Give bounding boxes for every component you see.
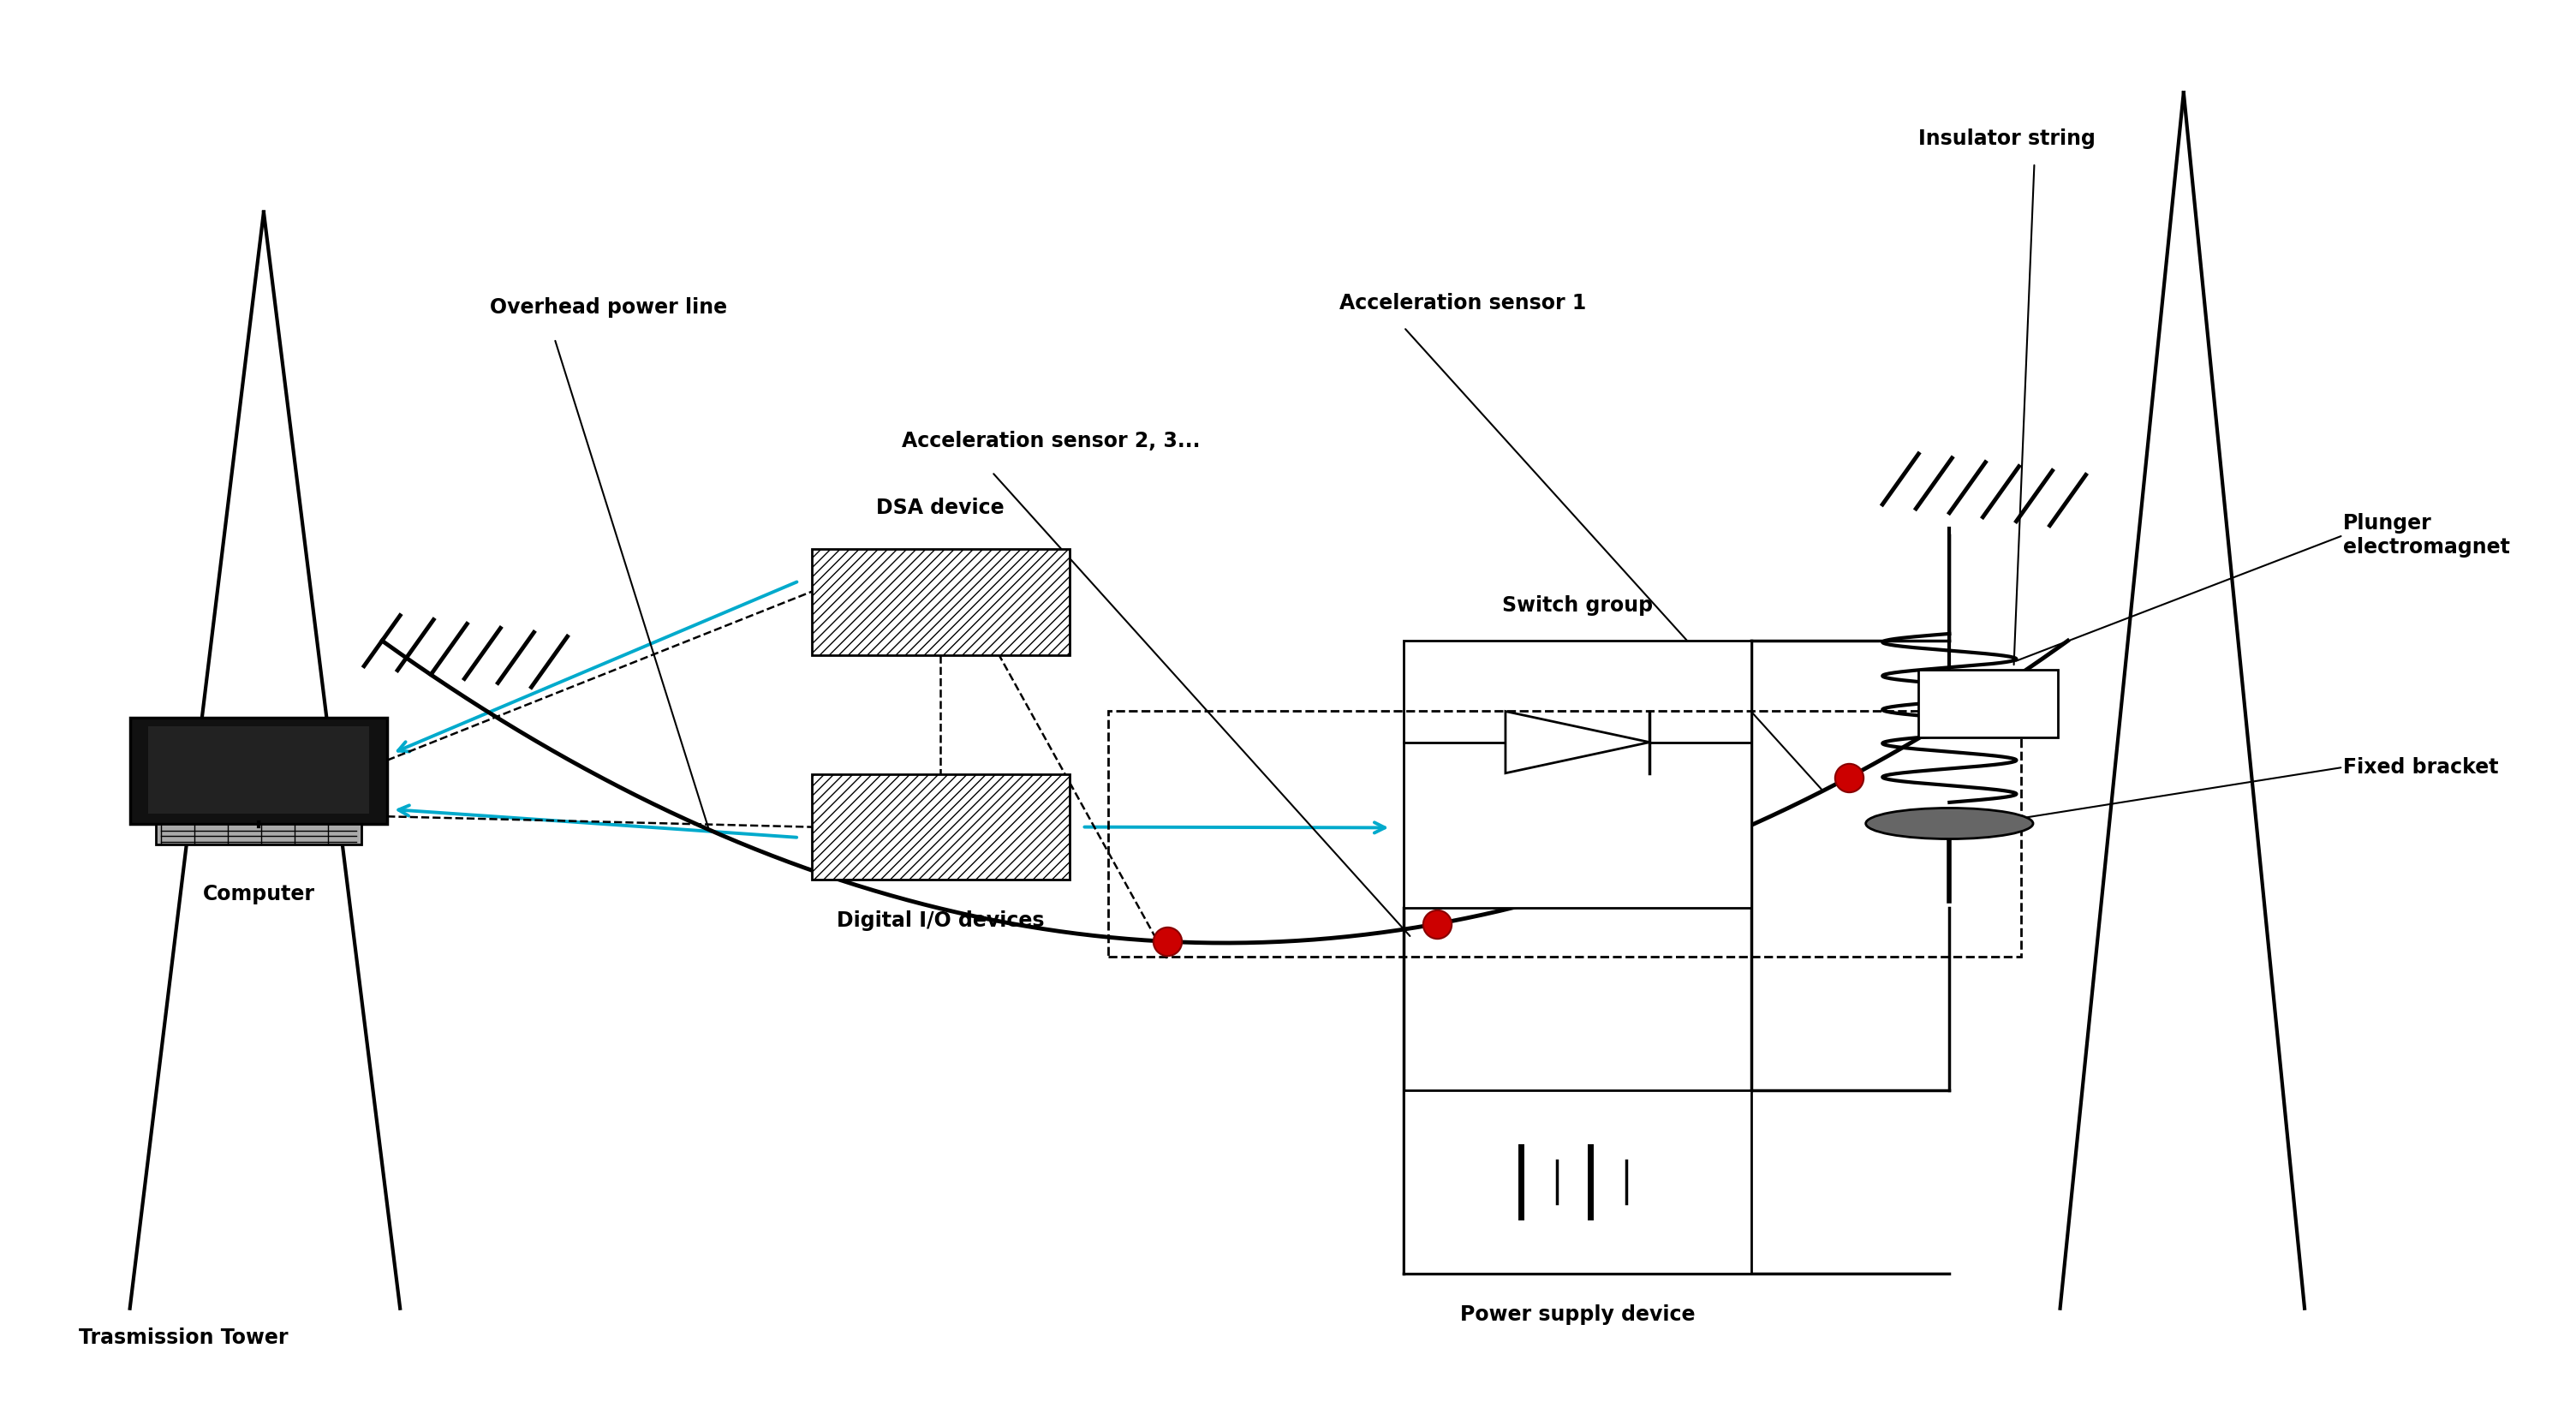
Text: Digital I/O devices: Digital I/O devices [837,911,1043,931]
Text: Fixed bracket: Fixed bracket [2344,758,2499,777]
Text: Signal line: Signal line [1597,793,1718,812]
Bar [129,718,386,824]
Text: Trasmission Tower: Trasmission Tower [77,1328,289,1347]
Text: Computer: Computer [204,884,314,904]
Text: Insulator string: Insulator string [1919,128,2097,149]
Text: Plunger
electromagnet: Plunger electromagnet [2344,513,2509,558]
Text: Acceleration sensor 2, 3...: Acceleration sensor 2, 3... [902,431,1200,451]
Bar [1404,641,1752,908]
Text: Overhead power line: Overhead power line [489,297,726,317]
Polygon shape [1504,711,1649,773]
Bar [811,774,1069,880]
Bar [147,727,368,814]
Text: Acceleration sensor 1: Acceleration sensor 1 [1340,293,1587,313]
Ellipse shape [1865,808,2032,839]
Bar [811,549,1069,655]
Bar [1919,670,2058,738]
Bar [1108,711,2022,957]
Text: +: + [1473,1129,1486,1145]
Text: DSA device: DSA device [876,498,1005,518]
Text: -: - [1651,1129,1659,1145]
Bar [1404,1091,1752,1273]
Bar [155,824,361,845]
Text: Power supply device: Power supply device [1461,1304,1695,1325]
Text: Switch group: Switch group [1502,596,1654,615]
